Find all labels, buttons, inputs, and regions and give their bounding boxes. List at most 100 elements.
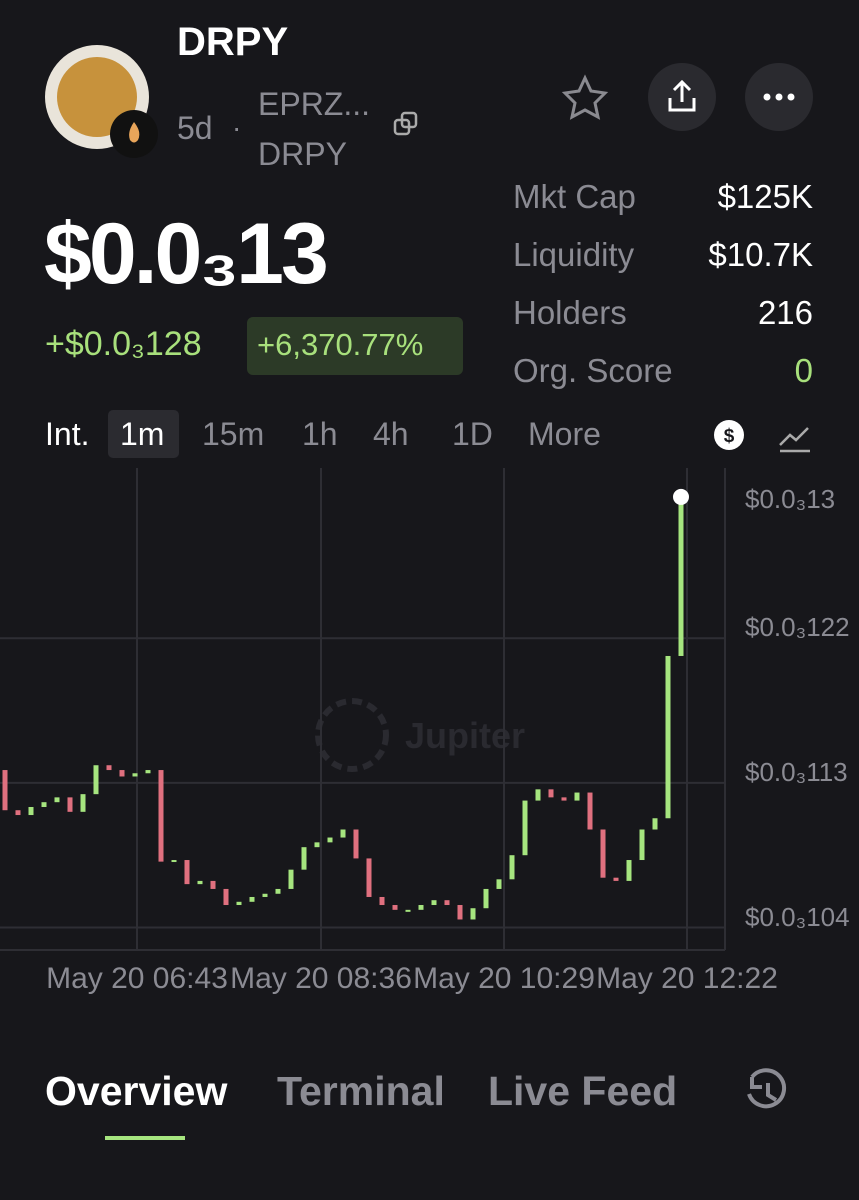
candle (41, 802, 47, 808)
candle (574, 792, 580, 801)
stat-label: Holders (513, 294, 627, 331)
candle (236, 901, 242, 906)
y-tick-label: $0.0₃104 (745, 901, 850, 932)
candle (184, 860, 190, 885)
avatar-art (57, 57, 137, 137)
candle (418, 905, 424, 910)
candle (262, 893, 268, 897)
candle (483, 888, 489, 909)
tab[interactable]: Live Feed (488, 1068, 678, 1114)
more-icon (763, 93, 795, 101)
x-tick-label: May 20 06:43 (46, 962, 228, 995)
candle (197, 880, 203, 885)
y-tick-label: $0.0₃113 (745, 756, 848, 787)
tab-underline (105, 1136, 185, 1140)
last-price-dot (673, 488, 689, 505)
price: $0.0₃13 (44, 206, 329, 302)
candle (392, 905, 398, 910)
price-change-pct: +6,370.77% (257, 327, 424, 362)
interval[interactable]: 1h (302, 416, 338, 452)
stat-label: Mkt Cap (513, 178, 636, 215)
address-sub: DRPY (258, 136, 347, 172)
candle (639, 829, 645, 861)
symbol: DRPY (177, 20, 289, 64)
change-pill (247, 317, 463, 375)
tab[interactable]: Overview (45, 1068, 228, 1114)
candle (535, 789, 541, 801)
candle (366, 858, 372, 897)
candle (15, 810, 21, 816)
interval[interactable]: 15m (202, 416, 265, 452)
star-button[interactable] (561, 74, 609, 120)
candle (275, 888, 281, 894)
stat-value: 216 (757, 294, 813, 331)
separator: · (232, 112, 242, 143)
candle (132, 773, 138, 777)
indicator-toggle[interactable] (779, 427, 810, 453)
candle (2, 770, 8, 811)
interval[interactable]: 1D (452, 416, 493, 452)
candle (67, 797, 73, 812)
candle (431, 900, 437, 906)
candle (600, 829, 606, 878)
interval[interactable]: More (528, 416, 601, 452)
candle (678, 496, 684, 656)
tab[interactable]: Terminal (277, 1068, 445, 1114)
candle (223, 888, 229, 906)
y-tick-label: $0.0₃13 (745, 483, 836, 514)
currency-toggle[interactable] (714, 420, 744, 450)
candle (613, 877, 619, 881)
candle (379, 896, 385, 906)
stat-label: Org. Score (513, 352, 673, 389)
candle (28, 807, 34, 816)
address[interactable]: EPRZ... (258, 86, 371, 122)
watermark-logo (315, 698, 389, 772)
age: 5d (177, 110, 213, 146)
stat-value: $10.7K (708, 236, 813, 273)
candle (314, 842, 320, 848)
candle (470, 908, 476, 920)
x-tick-label: May 20 12:22 (596, 962, 778, 995)
candle (587, 792, 593, 830)
x-tick-label: May 20 10:29 (413, 962, 595, 995)
candle (119, 770, 125, 777)
candle (210, 880, 216, 889)
share-icon (668, 79, 696, 112)
interval[interactable]: 1m (120, 416, 165, 452)
candle (652, 818, 658, 830)
history-icon[interactable] (747, 1068, 787, 1109)
candle (171, 860, 177, 863)
candle (288, 869, 294, 889)
candle (665, 655, 671, 819)
candle (80, 794, 86, 812)
candle (93, 765, 99, 795)
candle (158, 770, 164, 862)
candle (548, 789, 554, 798)
interval-selected[interactable] (108, 410, 179, 458)
x-tick-label: May 20 08:36 (230, 962, 412, 995)
interval[interactable]: 4h (373, 416, 409, 452)
candle (327, 837, 333, 843)
candle (496, 879, 502, 889)
candle (106, 765, 112, 771)
candle (509, 855, 515, 880)
candle (340, 829, 346, 838)
price-change: +$0.0₃128 (45, 325, 202, 363)
candle (626, 860, 632, 881)
candle (249, 896, 255, 902)
copy-icon-back (400, 111, 418, 129)
candle (145, 770, 151, 774)
candle (561, 797, 567, 801)
stat-value: 0 (794, 352, 813, 389)
interval: Int. (45, 416, 90, 452)
y-tick-label: $0.0₃122 (745, 612, 850, 643)
candle (405, 909, 411, 912)
candle (444, 900, 450, 906)
stat-label: Liquidity (513, 236, 635, 273)
candle (522, 800, 528, 856)
candle (457, 905, 463, 920)
watermark: Jupiter (405, 715, 525, 756)
candle (54, 797, 60, 803)
